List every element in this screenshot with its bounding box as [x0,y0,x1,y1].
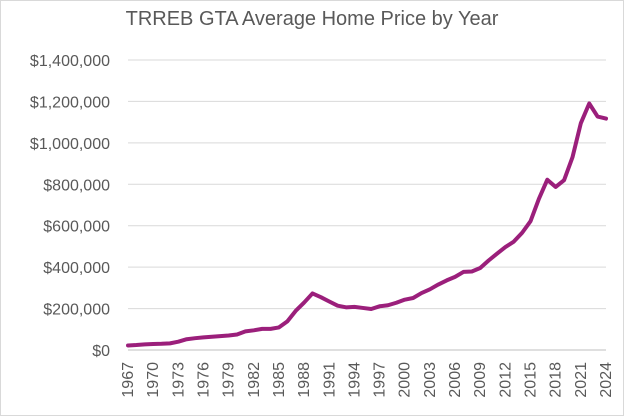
y-tick-label: $400,000 [43,260,110,277]
x-tick-label: 1976 [195,362,212,398]
y-tick-label: $200,000 [43,302,110,319]
x-tick-label: 1967 [120,362,137,398]
x-tick-label: 1970 [145,362,162,398]
x-tick-label: 1994 [346,362,363,398]
x-tick-label: 1979 [221,362,238,398]
x-tick-label: 2024 [598,362,615,398]
x-tick-label: 2015 [523,362,540,398]
y-axis-ticks: $0 $200,000 $400,000 $600,000 $800,000 $1,000… [30,53,110,360]
y-tick-label: $1,200,000 [30,94,110,111]
x-tick-label: 1973 [170,362,187,398]
y-tick-label: $1,000,000 [30,136,110,153]
x-tick-label: 1985 [271,362,288,398]
x-tick-label: 1991 [321,362,338,398]
x-tick-label: 2018 [548,362,565,398]
chart-title: TRREB GTA Average Home Price by Year [125,8,499,30]
x-tick-label: 2000 [397,362,414,398]
x-tick-label: 2006 [447,362,464,398]
x-axis-ticks: 1967 1970 1973 1976 1979 1982 1985 1988 1991 1994… [120,362,615,398]
series-line-average-home-price [126,101,608,348]
series-layer [126,101,608,348]
y-tick-label: $600,000 [43,219,110,236]
x-tick-label: 1988 [296,362,313,398]
y-tick-label: $1,400,000 [30,53,110,70]
y-tick-label: $800,000 [43,177,110,194]
x-tick-label: 2021 [573,362,590,398]
x-tick-label: 2003 [422,362,439,398]
x-tick-label: 1982 [246,362,263,398]
x-tick-label: 2012 [497,362,514,398]
x-tick-label: 2009 [472,362,489,398]
x-tick-label: 1997 [372,362,389,398]
y-tick-label: $0 [92,343,110,360]
